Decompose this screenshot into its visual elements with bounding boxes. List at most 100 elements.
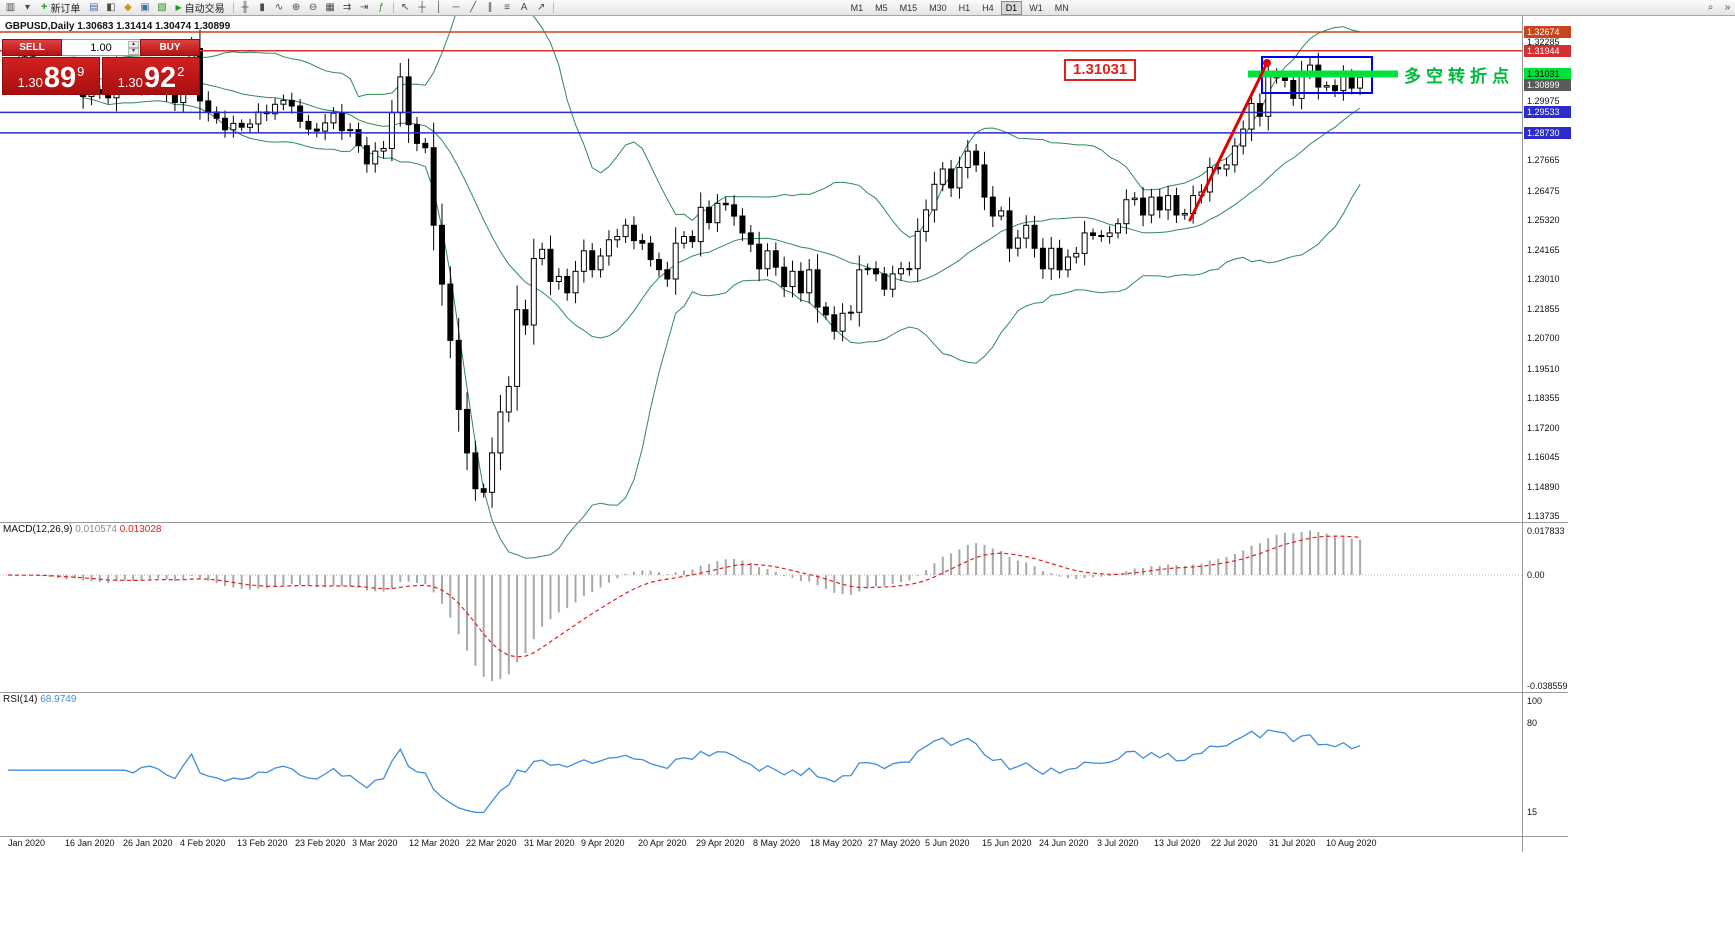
strategy-tester-icon[interactable]: ▧ — [157, 2, 167, 13]
new-chart-icon[interactable]: ▥ — [5, 2, 16, 13]
auto-scroll-icon[interactable]: ⇉ — [342, 2, 352, 13]
data-window-icon[interactable]: ◧ — [106, 2, 116, 13]
price-level-callout[interactable]: 1.31031 — [1064, 59, 1137, 81]
new-order-button[interactable]: + 新订单 — [36, 1, 85, 16]
cursor-icon[interactable]: ↖ — [400, 2, 410, 13]
chart-list-dropdown-icon[interactable]: ▾ — [24, 2, 31, 13]
date-label: 3 Jul 2020 — [1097, 838, 1139, 848]
timeframe-h4-button[interactable]: H4 — [982, 2, 994, 13]
buy-price-button[interactable]: 1.30 92 2 — [102, 57, 200, 95]
price-axis-label: 1.17200 — [1527, 423, 1560, 433]
price-axis[interactable]: 1.32285 1.29975 1.27665 1.26475 1.25320 1.241… — [1524, 0, 1571, 853]
price-axis-label: 1.18355 — [1527, 393, 1560, 403]
date-label: 16 Jan 2020 — [65, 838, 115, 848]
macd-histogram — [15, 530, 1362, 682]
date-label: 22 Jul 2020 — [1211, 838, 1258, 848]
timeframe-d1-button[interactable]: D1 — [1000, 0, 1023, 15]
timeframe-switcher: M1 M5 M15 M30 H1 H4 D1 W1 MN — [845, 0, 1075, 15]
text-label-icon[interactable]: A — [520, 2, 528, 13]
zoom-out-icon[interactable]: ⊖ — [308, 2, 318, 13]
buy-price-main: 92 — [143, 61, 177, 94]
candles-layer — [5, 29, 1364, 508]
buy-button[interactable]: BUY — [140, 39, 200, 56]
date-label: 5 Jun 2020 — [925, 838, 970, 848]
price-axis-label: 1.16045 — [1527, 452, 1560, 462]
timeframe-mn-button[interactable]: MN — [1054, 2, 1069, 13]
rsi-value: 68.9749 — [40, 694, 77, 705]
search-icon[interactable]: ⌕ — [1707, 2, 1714, 13]
price-axis-label: 1.23010 — [1527, 274, 1560, 284]
timeframe-w1-button[interactable]: W1 — [1029, 2, 1043, 13]
timeframe-m5-button[interactable]: M5 — [875, 2, 888, 13]
navigator-icon[interactable]: ◆ — [124, 2, 132, 13]
timeframe-h1-button[interactable]: H1 — [958, 2, 971, 13]
price-tag-1.29533: 1.29533 — [1524, 106, 1571, 118]
equidistant-channel-icon[interactable]: ∥ — [487, 2, 493, 13]
timeframe-m30-button[interactable]: M30 — [929, 2, 947, 13]
price-tag-1.31944: 1.31944 — [1524, 45, 1571, 57]
macd-signal-value: 0.013028 — [119, 524, 162, 535]
volume-decrease-button[interactable]: ▾ — [128, 48, 139, 55]
price-axis-label: 1.13735 — [1527, 511, 1560, 521]
market-watch-icon[interactable]: ▤ — [89, 2, 99, 13]
rsi-axis-label: 15 — [1527, 807, 1538, 817]
crosshair-icon[interactable]: ┼ — [418, 2, 426, 13]
arrow-objects-icon[interactable]: ↗ — [536, 2, 546, 13]
price-axis-label: 1.20700 — [1527, 333, 1560, 343]
volume-increase-button[interactable]: ▴ — [128, 41, 139, 48]
date-label: 31 Jul 2020 — [1269, 838, 1316, 848]
zoom-in-icon[interactable]: ⊕ — [291, 2, 301, 13]
sell-price-pip: 9 — [77, 64, 85, 79]
date-label: 9 Apr 2020 — [581, 838, 625, 848]
trendline-icon[interactable]: ╱ — [470, 2, 477, 13]
toolbar-separator — [232, 2, 234, 13]
sell-button[interactable]: SELL — [2, 39, 62, 56]
chart-canvas[interactable] — [0, 0, 1569, 853]
main-toolbar: ▥ ▾ + 新订单 ▤ ◧ ◆ ▣ ▧ ▶ 自动交易 ╫ ▮ ∿ ⊕ ⊖ ▦ ⇉ ⇥ ƒ ↖ ┼ │ ─ ╱ ∥ ≡ A… — [0, 0, 1735, 16]
date-label: 23 Feb 2020 — [295, 838, 346, 848]
tile-windows-icon[interactable]: ▦ — [325, 2, 335, 13]
macd-signal-line — [7, 535, 1361, 658]
price-tag-1.30899: 1.30899 — [1524, 79, 1571, 91]
one-click-trading-widget: SELL 1.00 ▴ ▾ BUY 1.30 89 9 1.30 92 2 — [2, 39, 200, 95]
candlestick-chart-icon[interactable]: ▮ — [259, 2, 265, 13]
buy-price-pip: 2 — [177, 64, 185, 79]
chart-tools-group: ╫ ▮ ∿ ⊕ ⊖ ▦ ⇉ ⇥ ƒ — [237, 1, 390, 14]
date-label: 13 Feb 2020 — [237, 838, 288, 848]
date-label: 27 May 2020 — [868, 838, 921, 848]
chart-objects — [0, 31, 1522, 222]
terminal-icon[interactable]: ▣ — [140, 2, 150, 13]
auto-trading-button[interactable]: ▶ 自动交易 — [170, 1, 229, 15]
new-order-plus-icon: + — [41, 1, 48, 13]
turning-point-label[interactable]: 多空转折点 — [1404, 67, 1514, 86]
time-axis[interactable]: Jan 2020 16 Jan 2020 26 Jan 2020 4 Feb 2020… — [0, 838, 1524, 852]
date-label: 10 Aug 2020 — [1326, 838, 1377, 848]
buy-price-prefix: 1.30 — [117, 75, 143, 90]
toolbar-options-icon[interactable]: » — [1724, 2, 1731, 13]
price-axis-label: 1.14890 — [1527, 482, 1560, 492]
volume-spinner: ▴ ▾ — [128, 41, 139, 55]
trend-line-endpoint — [1263, 59, 1271, 67]
vertical-line-icon[interactable]: │ — [435, 2, 443, 13]
sell-price-button[interactable]: 1.30 89 9 — [2, 57, 100, 95]
date-label: 3 Mar 2020 — [352, 838, 398, 848]
timeframe-m15-button[interactable]: M15 — [899, 2, 918, 13]
price-tag-1.32674: 1.32674 — [1524, 26, 1571, 38]
line-chart-icon[interactable]: ∿ — [274, 2, 284, 13]
fibonacci-retracement-icon[interactable]: ≡ — [504, 2, 511, 13]
bar-chart-icon[interactable]: ╫ — [241, 2, 249, 13]
volume-input[interactable]: 1.00 ▴ ▾ — [62, 39, 140, 56]
trend-line-object — [1188, 61, 1269, 222]
horizontal-line-icon[interactable]: ─ — [452, 2, 460, 13]
date-label: 13 Jul 2020 — [1154, 838, 1201, 848]
date-label: 20 Apr 2020 — [638, 838, 687, 848]
date-label: 26 Jan 2020 — [123, 838, 173, 848]
price-tag-1.31031: 1.31031 — [1524, 68, 1571, 80]
date-label: 8 May 2020 — [753, 838, 801, 848]
rsi-axis-label: 80 — [1527, 718, 1538, 728]
indicators-list-icon[interactable]: ƒ — [378, 2, 384, 13]
chart-shift-icon[interactable]: ⇥ — [359, 2, 369, 13]
timeframe-m1-button[interactable]: M1 — [850, 2, 864, 13]
price-axis-label: 1.21855 — [1527, 304, 1560, 314]
